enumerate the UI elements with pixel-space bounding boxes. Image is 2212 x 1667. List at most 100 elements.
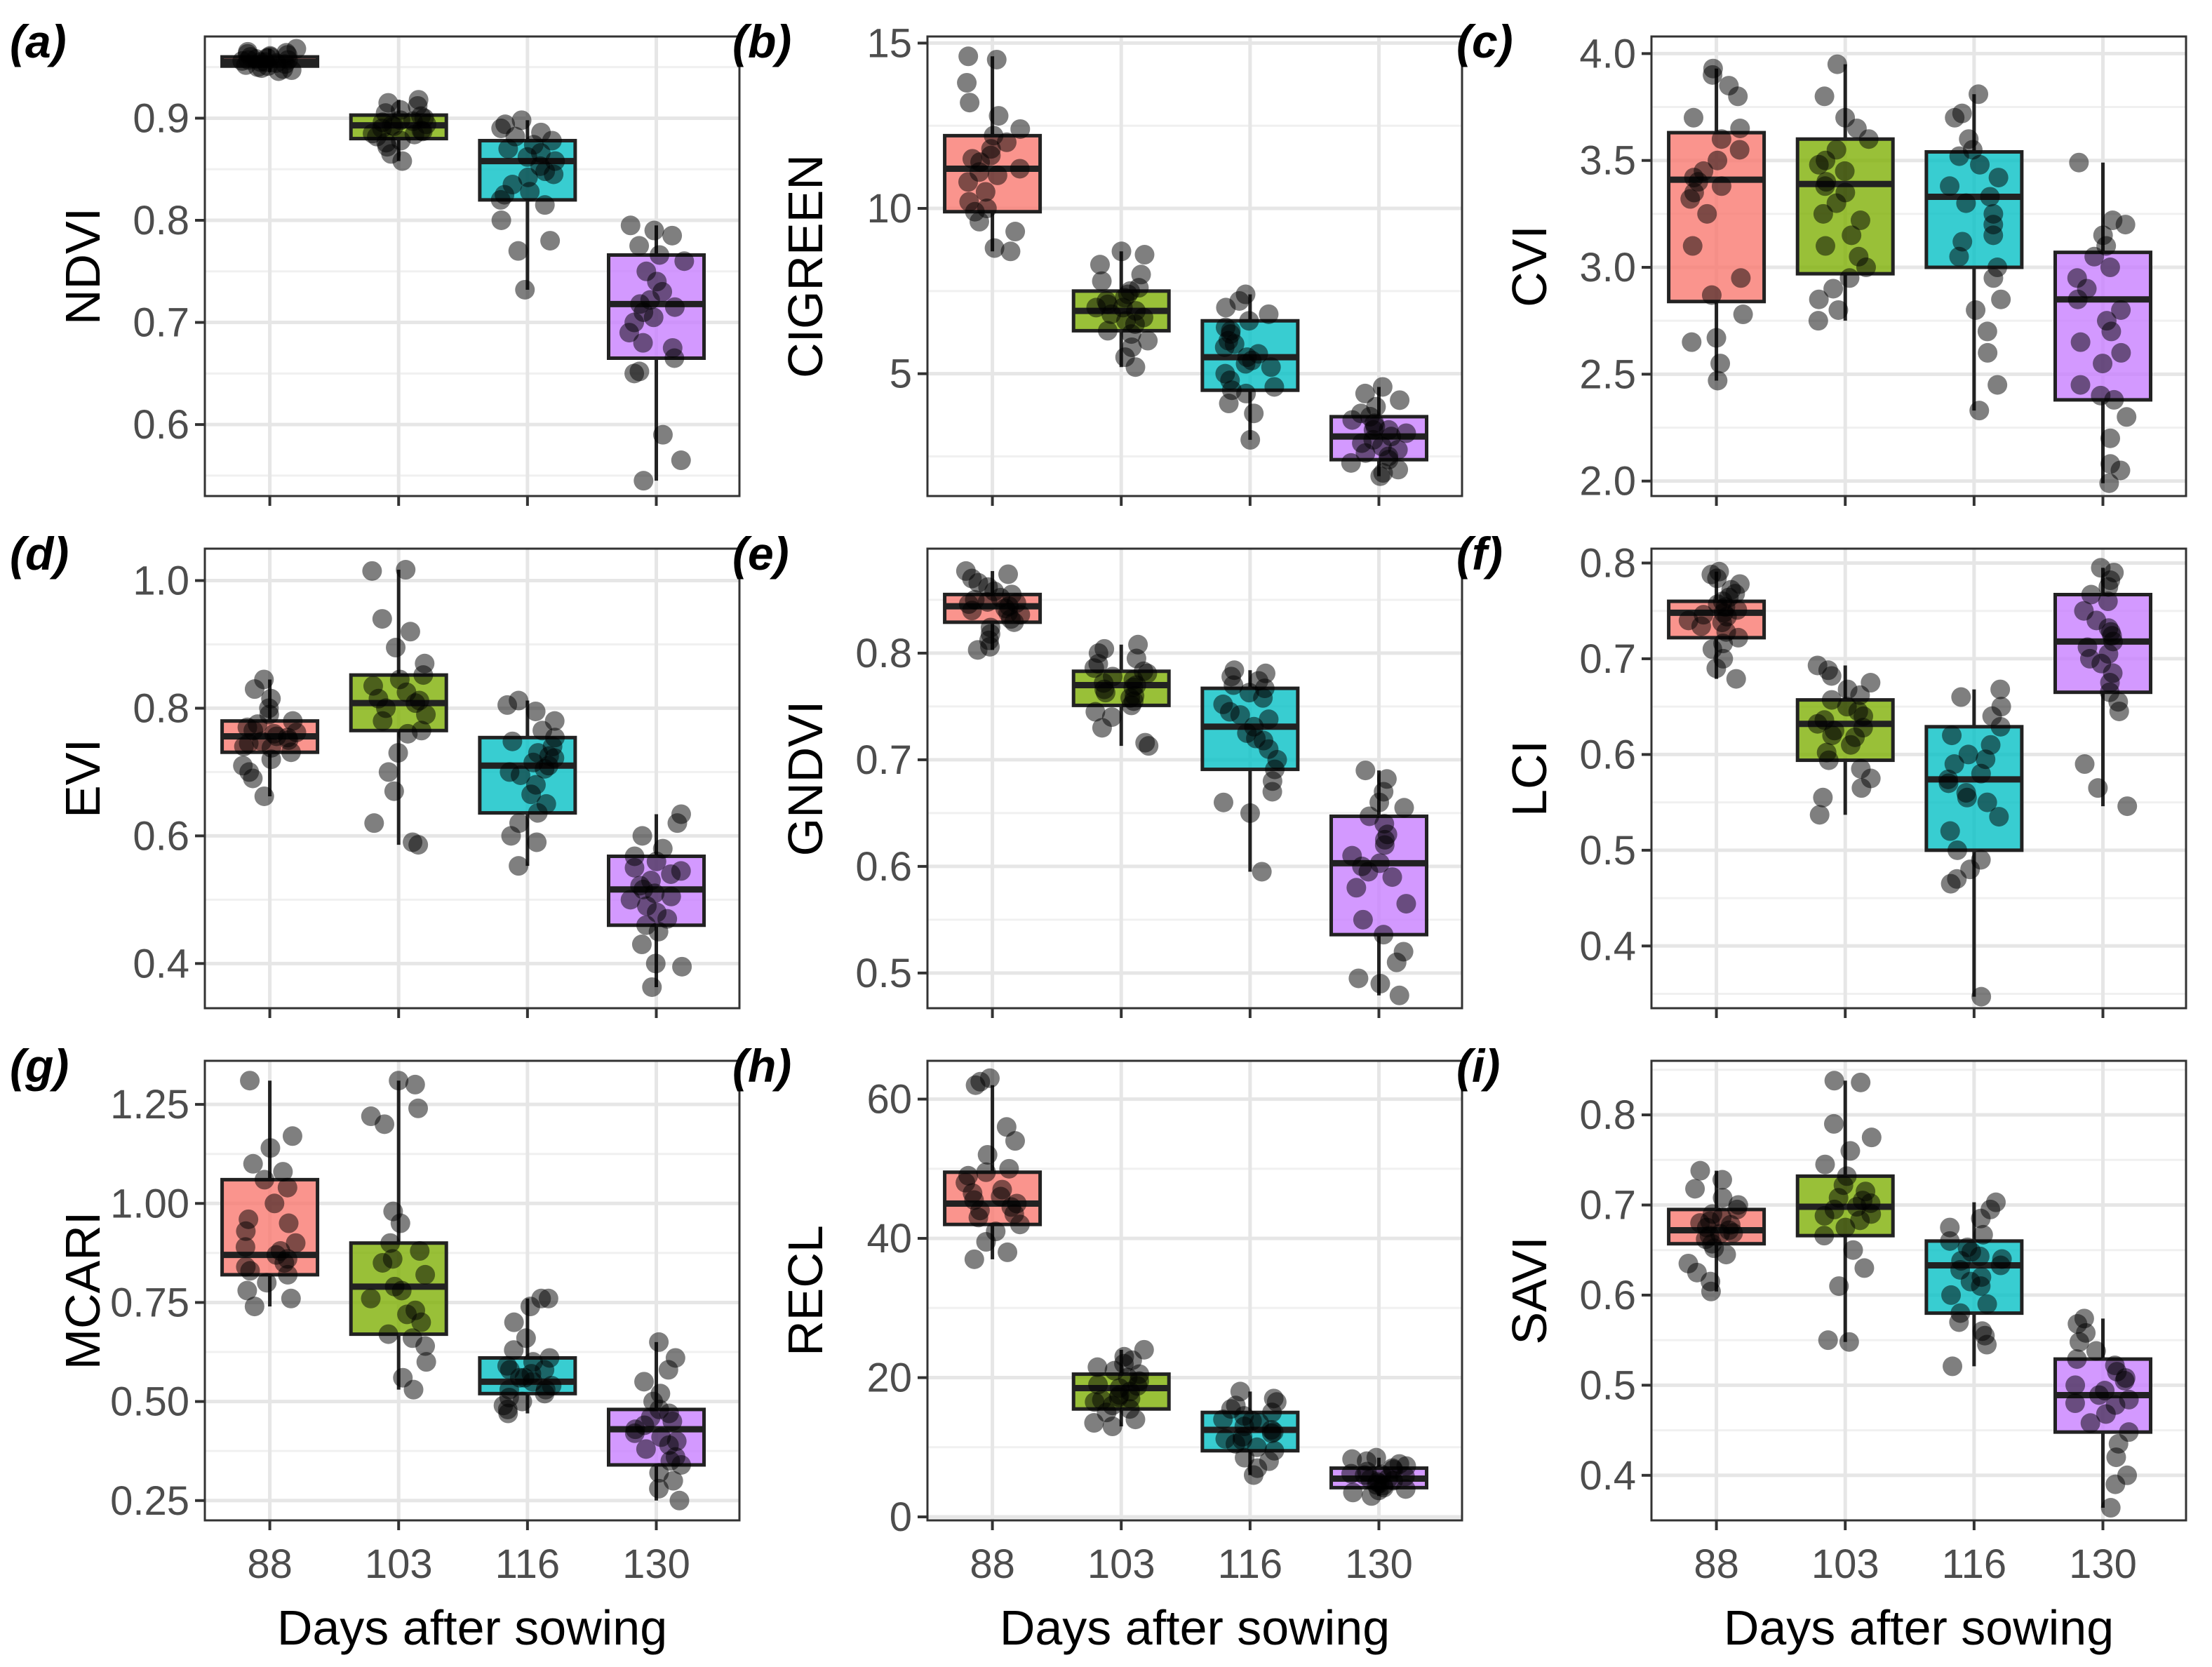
data-point (237, 1280, 257, 1301)
data-point (1690, 1213, 1710, 1233)
data-point (509, 690, 529, 711)
data-point (1814, 710, 1835, 730)
panel-label: (b) (732, 15, 791, 67)
data-point (1261, 357, 1281, 377)
x-axis-title: Days after sowing (1724, 1600, 2114, 1655)
points-130 (2074, 558, 2138, 817)
data-point (661, 886, 681, 906)
data-point (2117, 407, 2137, 427)
y-tick-label: 0.5 (855, 951, 912, 996)
data-point (1816, 172, 1837, 192)
data-point (378, 762, 398, 782)
points-130 (1342, 761, 1416, 1005)
data-point (1712, 1170, 1732, 1190)
data-point (2093, 354, 2113, 374)
y-axis-title: NDVI (55, 208, 110, 325)
data-point (1094, 638, 1115, 659)
data-point (397, 1304, 417, 1325)
data-point (1264, 1440, 1285, 1461)
data-point (2091, 558, 2111, 578)
data-point (2098, 591, 2118, 612)
data-point (384, 781, 404, 801)
y-axis-title: EVI (55, 739, 110, 818)
data-point (1842, 225, 1862, 246)
data-point (976, 1162, 996, 1182)
y-tick-label: 2.0 (1579, 459, 1636, 504)
data-point (2067, 1349, 2087, 1370)
data-point (2065, 1393, 2085, 1414)
data-point (1350, 403, 1371, 424)
data-point (1684, 182, 1704, 203)
data-point (1861, 1127, 1882, 1148)
data-point (2074, 1308, 2094, 1329)
data-point (1958, 744, 1978, 765)
data-point (1259, 304, 1279, 324)
data-point (416, 1352, 436, 1372)
data-point (1108, 1387, 1129, 1407)
data-point (662, 225, 683, 246)
y-tick-label: 0.50 (110, 1379, 189, 1425)
data-point (1938, 769, 1959, 789)
data-point (620, 890, 641, 910)
data-point (1835, 107, 1856, 128)
data-point (1711, 129, 1731, 149)
y-tick-label: 0.6 (133, 813, 189, 859)
data-point (1971, 986, 1992, 1007)
points-116 (497, 690, 565, 876)
points-130 (624, 1332, 691, 1511)
data-point (1396, 894, 1416, 914)
data-point (1947, 840, 1967, 860)
data-point (509, 813, 529, 834)
data-point (665, 1348, 685, 1368)
data-point (1835, 1217, 1856, 1238)
data-point (1103, 667, 1123, 687)
data-point (405, 1074, 425, 1094)
data-point (2100, 454, 2121, 474)
data-point (400, 622, 420, 642)
data-point (1710, 354, 1731, 374)
data-point (1114, 1346, 1134, 1367)
y-tick-label: 0.6 (1579, 732, 1636, 777)
data-point (1678, 610, 1698, 631)
data-point (1983, 203, 2004, 224)
data-point (641, 871, 661, 891)
data-point (393, 1367, 413, 1388)
data-point (962, 149, 982, 169)
data-point (1966, 300, 1986, 320)
data-point (1973, 1224, 1993, 1245)
y-tick-label: 0.8 (133, 685, 189, 731)
plot-background (1651, 1061, 2186, 1520)
y-tick-label: 0.8 (855, 631, 912, 676)
data-point (2096, 311, 2117, 331)
y-tick-label: 0.75 (110, 1280, 189, 1325)
data-point (2114, 1370, 2135, 1391)
data-point (382, 1249, 403, 1269)
data-point (998, 564, 1019, 584)
data-point (1823, 279, 1844, 299)
data-point (629, 361, 650, 382)
data-point (662, 337, 683, 358)
data-point (636, 1439, 656, 1459)
data-point (980, 617, 1000, 638)
data-point (1682, 332, 1702, 352)
data-point (1706, 328, 1727, 348)
data-point (515, 279, 535, 300)
data-point (984, 126, 1004, 146)
data-point (1960, 1271, 1980, 1292)
y-tick-label: 15 (866, 20, 912, 66)
data-point (1985, 1192, 2006, 1212)
data-point (1120, 688, 1141, 708)
data-point (1224, 660, 1245, 681)
data-point (1851, 758, 1871, 779)
data-point (2079, 648, 2100, 669)
panel-label: (g) (10, 1040, 69, 1092)
data-point (988, 106, 1009, 126)
data-point (1988, 257, 2008, 278)
data-point (504, 1312, 524, 1332)
data-point (671, 861, 691, 881)
data-point (1956, 193, 1976, 213)
y-tick-label: 3.5 (1579, 138, 1636, 184)
data-point (1244, 403, 1264, 424)
data-point (1983, 225, 2004, 246)
data-point (1712, 612, 1732, 633)
